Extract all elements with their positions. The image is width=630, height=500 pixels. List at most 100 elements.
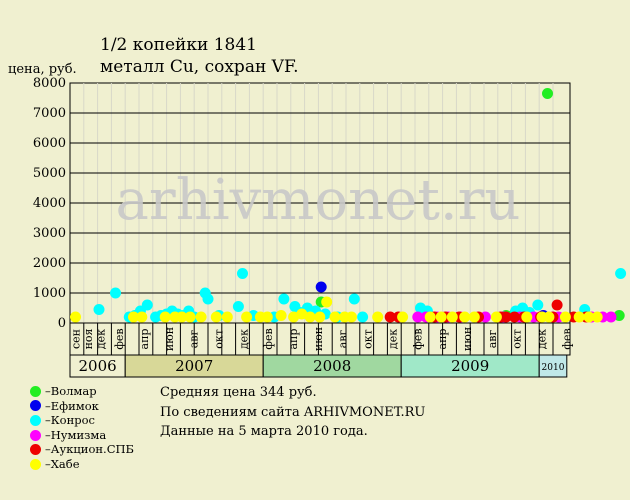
legend-label: Волмар	[50, 384, 97, 398]
data-point	[275, 310, 287, 321]
data-point	[532, 299, 544, 311]
average-price: Средняя цена 344 руб.	[160, 385, 317, 400]
month-label: дек	[237, 329, 250, 349]
data-source: По сведениям сайта ARHIVMONET.RU	[160, 404, 426, 420]
legend-label: Ефимок	[50, 398, 99, 413]
chart-subtitle: металл Cu, сохран VF.	[100, 57, 299, 77]
legend-item-efimok: – Ефимок	[30, 399, 134, 414]
data-point	[613, 310, 625, 321]
data-point	[583, 311, 595, 323]
month-band	[69, 322, 571, 356]
y-tick-label: 2000	[33, 256, 66, 271]
legend-item-volmar: – Волмар	[30, 384, 134, 399]
data-point	[296, 308, 308, 320]
month-label: апр	[287, 329, 300, 350]
year-label: 2007	[175, 357, 213, 375]
data-point	[459, 311, 471, 323]
data-point	[70, 311, 81, 323]
y-axis-label: цена, руб.	[8, 62, 77, 77]
data-point	[543, 311, 555, 323]
y-tick-label: 0	[58, 316, 66, 331]
data-point	[141, 299, 153, 311]
y-tick-label: 6000	[33, 136, 66, 151]
month-label: дек	[95, 329, 108, 349]
watermark: arhivmonet.ru	[116, 168, 521, 233]
data-point	[591, 311, 603, 323]
legend: – Волмар – Ефимок – Конрос – Нумизма – А…	[30, 384, 134, 472]
legend-label: Нумизма	[50, 427, 107, 442]
year-label: 2009	[451, 357, 489, 375]
data-point	[542, 88, 553, 99]
month-label: авг	[486, 330, 499, 349]
data-point	[573, 311, 585, 323]
month-label: апр	[436, 329, 449, 350]
data-point	[357, 311, 369, 323]
data-point	[500, 311, 512, 323]
year-cell	[538, 354, 568, 378]
legend-dot-auction-spb	[30, 444, 41, 456]
data-point	[110, 287, 121, 299]
legend-dot-konros	[30, 414, 41, 426]
legend-item-numizma: – Нумизма	[30, 428, 134, 443]
legend-label: Хабе	[50, 456, 80, 471]
data-point	[446, 311, 458, 323]
y-tick-label: 7000	[33, 106, 66, 121]
data-point	[605, 311, 617, 323]
data-point	[184, 311, 196, 323]
data-point	[93, 304, 105, 315]
month-label: фев	[262, 328, 275, 349]
y-tick-label: 4000	[33, 196, 66, 211]
legend-dot-volmar	[30, 385, 41, 397]
y-tick-label: 8000	[33, 76, 66, 91]
legend-item-konros: – Конрос	[30, 413, 134, 428]
data-point	[315, 281, 327, 293]
data-point	[372, 311, 384, 323]
data-date: Данные на 5 марта 2010 года.	[160, 424, 368, 439]
data-point	[468, 311, 480, 323]
y-tick-label: 5000	[33, 166, 66, 181]
year-label: 2010	[542, 363, 565, 373]
month-label: окт	[213, 329, 226, 349]
month-label: июн	[312, 327, 325, 351]
month-label: окт	[362, 329, 375, 349]
month-label: авг	[188, 330, 201, 349]
data-point	[348, 293, 360, 305]
data-point	[261, 311, 273, 323]
legend-label: Конрос	[50, 413, 95, 428]
legend-dot-efimok	[30, 400, 41, 412]
legend-item-habe: – Хабе	[30, 457, 134, 472]
data-point	[128, 311, 139, 323]
data-point	[329, 311, 341, 323]
data-point	[159, 311, 171, 323]
info-block: Средняя цена 344 руб. По сведениям сайта…	[160, 383, 425, 442]
legend-dot-habe	[30, 458, 41, 470]
data-point	[615, 268, 627, 279]
data-point	[176, 311, 188, 323]
month-label: сен	[70, 329, 83, 349]
data-point	[412, 311, 424, 323]
data-point	[397, 311, 409, 323]
data-point	[237, 268, 248, 279]
chart-title: 1/2 копейки 1841	[100, 35, 257, 55]
month-label: фев	[113, 328, 126, 349]
data-point	[195, 311, 207, 323]
data-point	[202, 293, 214, 305]
month-label: фев	[411, 328, 424, 349]
month-label: дек	[386, 329, 399, 349]
data-point	[321, 296, 333, 308]
month-label: авг	[337, 329, 350, 348]
legend-label: Аукцион.СПБ	[50, 442, 134, 457]
month-label: ноя	[82, 328, 95, 349]
data-point	[521, 311, 533, 323]
data-point	[508, 311, 520, 323]
legend-item-auction-spb: – Аукцион.СПБ	[30, 442, 134, 457]
data-point	[490, 311, 502, 323]
data-point	[384, 311, 396, 323]
data-point	[346, 311, 357, 323]
month-label: апр	[138, 329, 151, 350]
y-tick-label: 1000	[33, 286, 66, 301]
year-label: 2006	[79, 357, 117, 375]
data-point	[221, 311, 233, 323]
